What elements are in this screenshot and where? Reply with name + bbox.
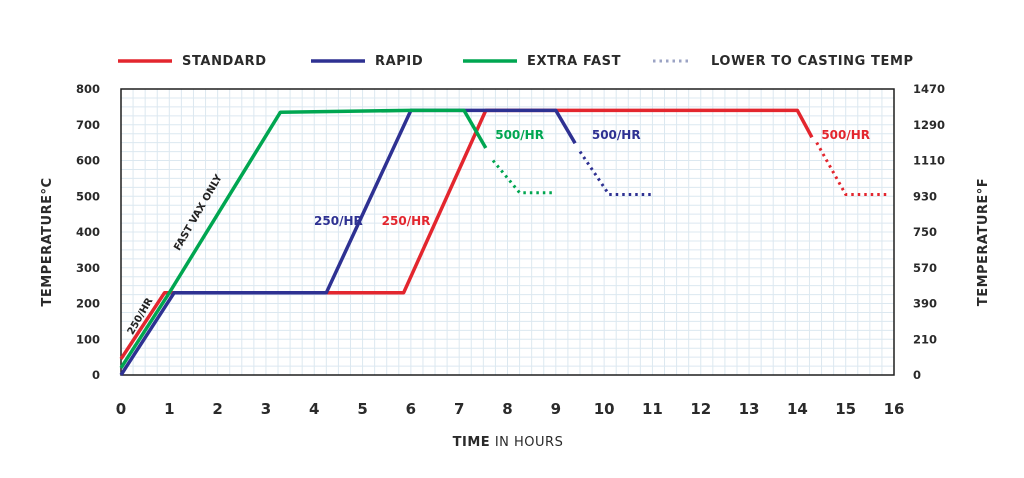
x-tick-label: 10	[594, 400, 615, 418]
y-tick-label-left: 300	[76, 261, 100, 275]
grid	[120, 88, 895, 376]
legend: STANDARD RAPID EXTRA FAST LOWER TO CASTING …	[118, 54, 914, 69]
y-tick-label-left: 400	[76, 225, 100, 239]
x-axis-label: TIME IN HOURS	[453, 435, 564, 450]
y-tick-label-right: 1110	[913, 154, 945, 168]
series-line-standard-cooldown	[815, 141, 890, 196]
axes: 0100200300400500600700800021039057075093…	[76, 82, 945, 418]
legend-label-standard: STANDARD	[182, 54, 267, 69]
y-tick-label-left: 100	[76, 332, 100, 346]
x-tick-label: 5	[357, 400, 367, 418]
legend-label-extra-fast: EXTRA FAST	[527, 54, 621, 69]
y-tick-label-right: 1290	[913, 118, 945, 132]
y-tick-label-left: 500	[76, 189, 100, 203]
series-lines	[119, 108, 890, 376]
x-tick-label: 9	[551, 400, 561, 418]
x-tick-label: 3	[261, 400, 271, 418]
x-tick-label: 15	[835, 400, 856, 418]
series-line-extra-fast-cooldown	[491, 159, 556, 195]
x-axis-label-rest: IN HOURS	[490, 435, 563, 450]
y-tick-label-right: 1470	[913, 82, 945, 96]
y-tick-label-left: 700	[76, 118, 100, 132]
y-tick-label-right: 0	[913, 368, 921, 382]
rate-annotation: 250/HR	[382, 214, 431, 228]
rate-annotation: 250/HR	[314, 214, 363, 228]
series-line-rapid	[119, 108, 577, 376]
series-line-extra-fast	[119, 108, 488, 369]
x-tick-label: 16	[884, 400, 905, 418]
y-tick-label-right: 930	[913, 189, 937, 203]
y-axis-label-left: TEMPERATURE°C	[40, 177, 55, 306]
y-tick-label-right: 390	[913, 297, 937, 311]
rate-annotation: 500/HR	[592, 128, 641, 142]
rate-annotation: 500/HR	[495, 128, 544, 142]
y-tick-label-left: 200	[76, 297, 100, 311]
y-tick-label-left: 600	[76, 154, 100, 168]
y-axis-label-right: TEMPERATURE°F	[976, 178, 991, 306]
x-tick-label: 12	[690, 400, 711, 418]
x-tick-label: 14	[787, 400, 808, 418]
y-tick-label-right: 570	[913, 261, 937, 275]
x-tick-label: 6	[406, 400, 416, 418]
y-tick-label-right: 750	[913, 225, 937, 239]
rate-annotation: 500/HR	[821, 128, 870, 142]
legend-label-rapid: RAPID	[375, 54, 423, 69]
x-tick-label: 11	[642, 400, 663, 418]
x-axis-label-bold: TIME	[453, 435, 491, 450]
x-tick-label: 4	[309, 400, 319, 418]
legend-label-lower-to-casting-temp: LOWER TO CASTING TEMP	[711, 54, 914, 69]
x-tick-label: 1	[164, 400, 174, 418]
y-tick-label-left: 800	[76, 82, 100, 96]
x-tick-label: 7	[454, 400, 464, 418]
x-tick-label: 0	[116, 400, 126, 418]
x-tick-label: 8	[502, 400, 512, 418]
y-tick-label-right: 210	[913, 332, 937, 346]
x-tick-label: 13	[739, 400, 760, 418]
plot-frame	[120, 88, 895, 376]
y-tick-label-left: 0	[92, 368, 100, 382]
x-tick-label: 2	[212, 400, 222, 418]
series-line-standard	[119, 108, 814, 360]
